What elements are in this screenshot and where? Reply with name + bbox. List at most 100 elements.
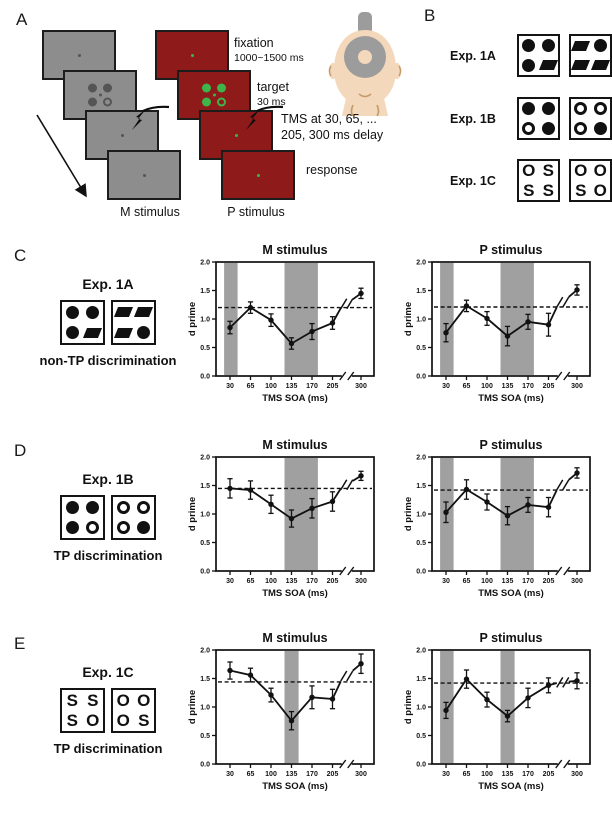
svg-text:d prime: d prime — [187, 690, 198, 724]
annotation-sub: 30 ms — [257, 95, 286, 108]
panel-letter: E — [14, 634, 26, 653]
lightning-bolt-icon — [246, 105, 284, 130]
letter-glyph: O — [593, 180, 607, 200]
svg-text:170: 170 — [522, 771, 534, 778]
panel-a-letter: A — [16, 10, 28, 29]
stimulus-example-group: Exp. 1B TP discrimination — [28, 471, 188, 563]
svg-text:65: 65 — [463, 578, 471, 585]
svg-text:1.5: 1.5 — [416, 483, 426, 490]
stimulus-box — [111, 300, 156, 345]
svg-text:0.5: 0.5 — [416, 345, 426, 352]
svg-text:65: 65 — [247, 771, 255, 778]
svg-text:d prime: d prime — [403, 497, 414, 531]
svg-text:170: 170 — [306, 383, 318, 390]
svg-text:300: 300 — [355, 383, 367, 390]
svg-text:1.0: 1.0 — [200, 317, 210, 324]
svg-text:2.0: 2.0 — [200, 260, 210, 267]
svg-text:M stimulus: M stimulus — [262, 243, 327, 257]
dprime-chart-svg: 0.0 0.5 1.0 1.5 2.0 30 65 100 135 170 205 300 M stim… — [187, 631, 375, 792]
svg-text:1.0: 1.0 — [200, 705, 210, 712]
annotation-tms: TMS at 30, 65, ... 205, 300 ms delay — [281, 112, 383, 143]
stimulus-box — [111, 495, 156, 540]
stimulus-example-group: Exp. 1C S S S O O O O S TP discrimination — [28, 664, 188, 756]
stimulus-box — [60, 495, 105, 540]
svg-text:205: 205 — [543, 383, 555, 390]
svg-text:P stimulus: P stimulus — [480, 243, 543, 257]
svg-text:1.0: 1.0 — [200, 512, 210, 519]
svg-text:100: 100 — [481, 771, 493, 778]
p-stimulus-chart: 0.0 0.5 1.0 1.5 2.0 30 65 100 135 170 205 300 P stim… — [402, 630, 612, 805]
svg-text:100: 100 — [265, 578, 277, 585]
svg-text:1.5: 1.5 — [200, 288, 210, 295]
svg-text:1.5: 1.5 — [200, 676, 210, 683]
annotation-title: fixation — [234, 36, 274, 50]
filled-circle-glyph — [541, 102, 555, 116]
letter-glyph: O — [593, 161, 607, 181]
svg-text:0.5: 0.5 — [200, 345, 210, 352]
svg-text:1.0: 1.0 — [416, 317, 426, 324]
target-ring — [103, 97, 112, 107]
svg-text:300: 300 — [571, 578, 583, 585]
svg-text:TMS SOA (ms): TMS SOA (ms) — [262, 393, 328, 404]
exp-title: Exp. 1B — [82, 471, 134, 487]
svg-text:M stimulus: M stimulus — [262, 631, 327, 645]
discrimination-caption: TP discrimination — [53, 741, 163, 756]
filled-circle-glyph — [541, 39, 555, 53]
stimulus-box — [569, 34, 612, 77]
exp-row-label: Exp. 1B — [450, 111, 496, 126]
parallelogram-glyph — [590, 60, 610, 71]
discrimination-caption: TP discrimination — [53, 548, 163, 563]
target-dot — [202, 97, 211, 107]
annotation-sub: 1000~1500 ms — [234, 51, 304, 64]
exp-row: Exp. 1A — [450, 34, 612, 77]
svg-text:2.0: 2.0 — [200, 455, 210, 462]
svg-text:100: 100 — [481, 383, 493, 390]
filled-circle-glyph — [86, 305, 100, 319]
parallelogram-glyph — [538, 60, 558, 71]
annotation-target: target 30 ms — [257, 80, 289, 109]
letter-glyph: O — [574, 161, 588, 181]
parallelogram-glyph — [113, 327, 133, 338]
letter-glyph: S — [542, 180, 554, 200]
svg-text:170: 170 — [306, 578, 318, 585]
exp-title: Exp. 1A — [82, 276, 134, 292]
panel-letter: D — [14, 441, 27, 460]
exp-title: Exp. 1C — [82, 664, 134, 680]
stimulus-box — [569, 97, 612, 140]
svg-text:1.0: 1.0 — [416, 512, 426, 519]
tms-coil-head-icon — [328, 12, 402, 116]
annotation-title: response — [306, 163, 358, 177]
stimulus-box-row — [28, 300, 188, 345]
svg-text:0.0: 0.0 — [416, 762, 426, 769]
filled-circle-glyph — [541, 121, 555, 135]
svg-text:P stimulus: P stimulus — [480, 631, 543, 645]
svg-text:170: 170 — [522, 578, 534, 585]
parallelogram-glyph — [83, 327, 103, 338]
stimulus-box — [517, 97, 560, 140]
svg-text:300: 300 — [571, 383, 583, 390]
svg-text:30: 30 — [226, 383, 234, 390]
open-circle-glyph — [593, 102, 607, 116]
svg-text:0.5: 0.5 — [416, 733, 426, 740]
svg-text:205: 205 — [327, 383, 339, 390]
m-stimulus-chart: 0.0 0.5 1.0 1.5 2.0 30 65 100 135 170 205 300 M stim… — [186, 437, 396, 612]
panel-C: C Exp. 1A non-TP discrimination 0.0 0.5 1.0 1.… — [0, 238, 612, 433]
svg-text:135: 135 — [286, 771, 298, 778]
svg-text:0.0: 0.0 — [200, 374, 210, 381]
parallelogram-glyph — [571, 60, 591, 71]
letter-glyph: S — [66, 711, 78, 731]
exp-row: Exp. 1C O S S S O O S O — [450, 159, 612, 202]
filled-circle-glyph — [522, 39, 536, 53]
svg-text:65: 65 — [247, 578, 255, 585]
letter-glyph: S — [575, 180, 587, 200]
target-dot — [217, 83, 226, 93]
svg-text:TMS SOA (ms): TMS SOA (ms) — [262, 588, 328, 599]
m-stimulus-chart: 0.0 0.5 1.0 1.5 2.0 30 65 100 135 170 205 300 M stim… — [186, 242, 396, 417]
svg-text:135: 135 — [502, 771, 514, 778]
svg-text:0.5: 0.5 — [200, 733, 210, 740]
filled-circle-glyph — [593, 121, 607, 135]
svg-text:205: 205 — [327, 771, 339, 778]
